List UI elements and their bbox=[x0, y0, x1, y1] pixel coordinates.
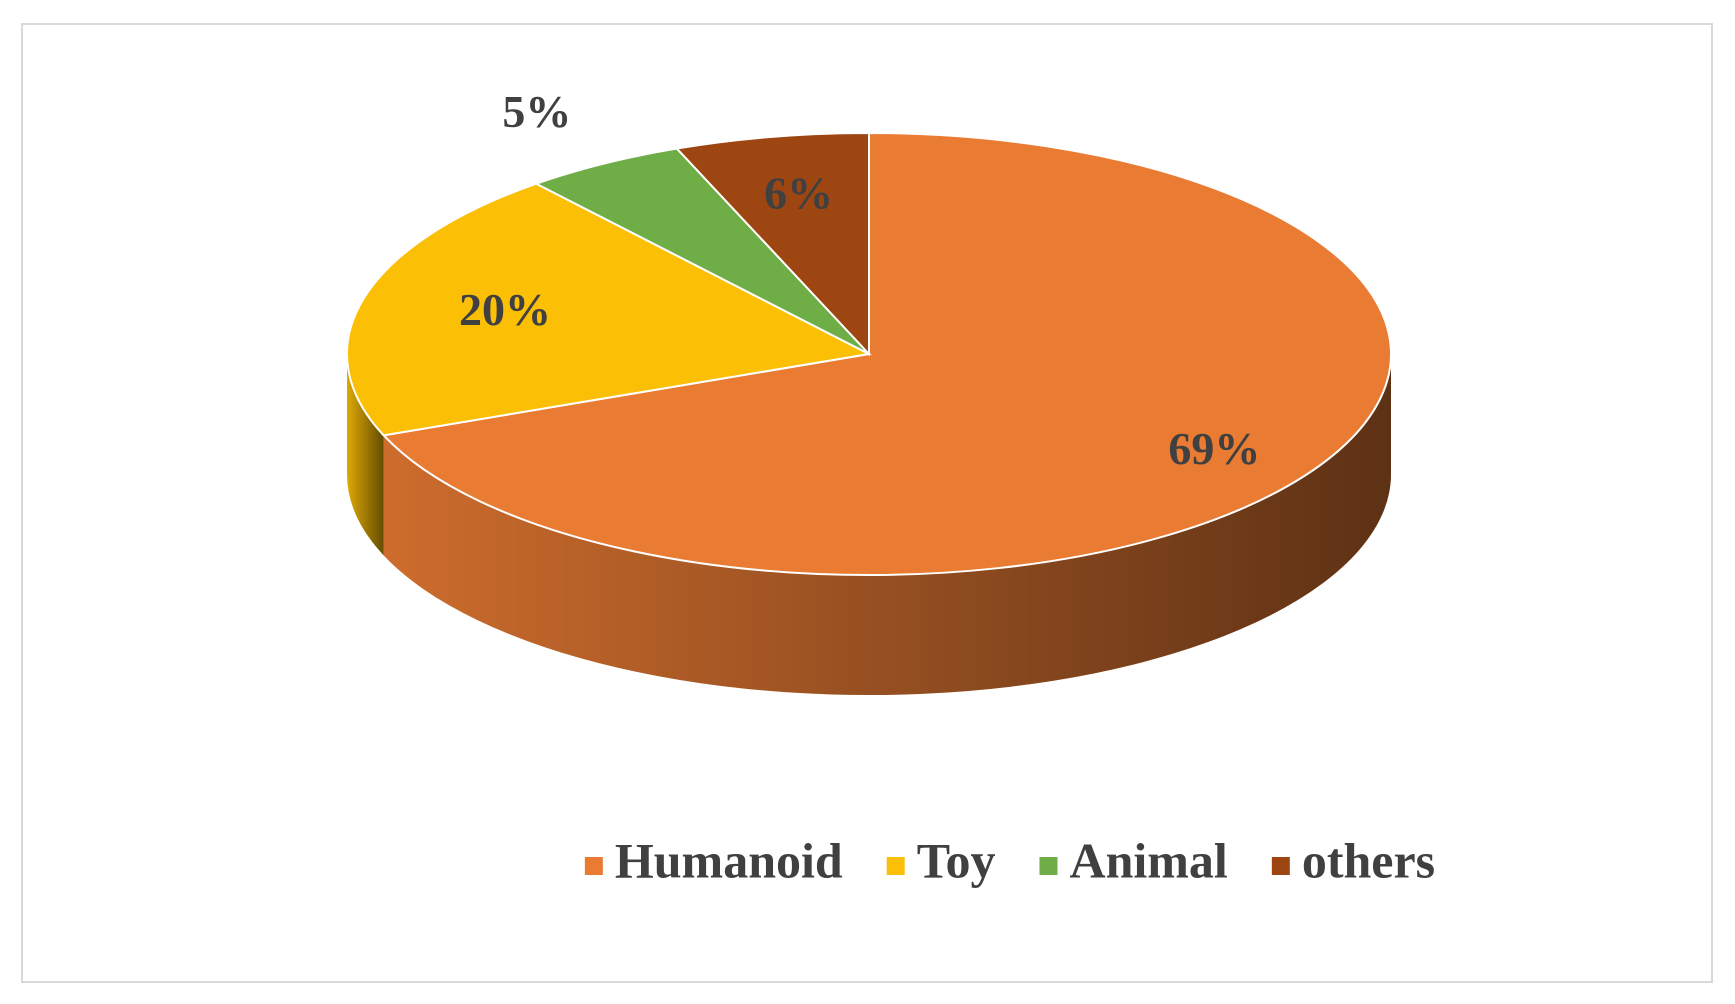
slice bbox=[346, 182, 873, 437]
slice-side-shade bbox=[383, 354, 1391, 696]
slice bbox=[533, 147, 870, 355]
data-label: 20% bbox=[459, 284, 551, 335]
data-label: 6% bbox=[764, 167, 833, 218]
legend-label: others bbox=[1302, 832, 1435, 888]
legend-marker bbox=[584, 857, 603, 875]
slice bbox=[381, 131, 1392, 576]
legend-label: Humanoid bbox=[615, 832, 843, 888]
legend-marker bbox=[1271, 857, 1290, 875]
slice bbox=[674, 131, 870, 357]
slice-side-shade bbox=[347, 354, 384, 556]
legend: Humanoid Toy Animal others bbox=[584, 832, 1435, 888]
legend-marker bbox=[886, 857, 905, 875]
data-label: 69% bbox=[1168, 423, 1260, 474]
data-label: 5% bbox=[502, 86, 571, 137]
legend-marker bbox=[1039, 857, 1058, 875]
legend-label: Animal bbox=[1069, 832, 1227, 888]
legend-label: Toy bbox=[917, 832, 996, 888]
